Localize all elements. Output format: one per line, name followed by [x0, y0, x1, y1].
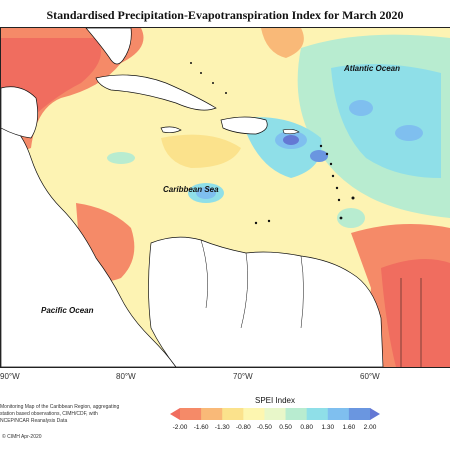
island-marker: [200, 72, 202, 74]
wet-spot-puerto-rico-core: [283, 135, 299, 145]
island-marker: [337, 198, 341, 202]
spei-legend: SPEI Index -2.00 -1.60 -1.30 -0.80 -0.50 0.50…: [170, 396, 380, 436]
island-marker: [319, 144, 323, 148]
wet-spot-atlantic-center: [349, 100, 373, 116]
wet-spot-lesser-antilles: [337, 208, 365, 228]
island-marker: [331, 174, 335, 178]
land-cuba: [95, 74, 217, 111]
wet-spot-caribbean-sea-core: [196, 187, 216, 199]
dry-region-guianas-core: [381, 259, 450, 367]
land-central-america: [1, 117, 177, 367]
legend-swatch: [222, 408, 244, 420]
wet-spot-western-caribbean: [107, 152, 135, 164]
longitude-label: 80°W: [116, 372, 136, 381]
legend-tick-label: 0.50: [279, 424, 292, 431]
land-florida: [85, 28, 132, 65]
dry-region-central-caribbean: [161, 134, 241, 168]
legend-tick-label: 2.00: [363, 424, 377, 431]
legend-title: SPEI Index: [254, 396, 296, 405]
legend-swatch: [264, 408, 287, 420]
spei-map-canvas: [1, 28, 450, 367]
land-puerto-rico: [282, 129, 300, 135]
island-marker: [212, 82, 214, 84]
wet-spot-atlantic-east: [395, 125, 423, 141]
country-border: [200, 239, 208, 309]
legend-tick-label: 0.80: [300, 424, 313, 431]
longitude-label: 70°W: [233, 372, 253, 381]
legend-tick-label: -1.60: [193, 424, 209, 431]
dry-region-atlantic-north: [261, 28, 304, 58]
legend-swatch: [180, 408, 202, 420]
legend-swatch: [170, 408, 180, 420]
legend-swatch: [370, 408, 380, 420]
island-marker: [339, 216, 343, 220]
wet-region-atlantic-core: [331, 64, 441, 178]
longitude-label: 90°W: [0, 372, 20, 381]
country-border: [240, 252, 248, 329]
legend-swatch: [327, 408, 350, 420]
island-marker: [351, 196, 355, 200]
caribbean-sea-label: Caribbean Sea: [163, 185, 219, 194]
island-marker: [329, 162, 333, 166]
legend-tick-label: 1.30: [321, 424, 335, 431]
land-yucatan: [1, 86, 38, 139]
legend-colorbar: [170, 408, 380, 420]
legend-swatch: [201, 408, 223, 420]
land-jamaica: [160, 126, 182, 134]
atlantic-ocean-label: Atlantic Ocean: [344, 64, 401, 73]
wet-spot-leeward: [310, 150, 328, 162]
country-border: [300, 255, 304, 329]
legend-tick-label: -1.30: [214, 424, 230, 431]
legend-tick-label: -0.50: [257, 424, 272, 431]
land-hispaniola: [220, 116, 268, 135]
legend-tick-label: 1.60: [342, 424, 356, 431]
legend-swatch: [243, 408, 265, 420]
island-marker: [225, 92, 227, 94]
legend-tick-label: -2.00: [172, 424, 188, 431]
pacific-ocean-label: Pacific Ocean: [41, 306, 94, 315]
island-marker: [325, 152, 329, 156]
footer-note: Monitoring Map of the Caribbean Region, …: [0, 404, 120, 424]
island-marker: [335, 186, 339, 190]
footer-credit: © CIMH Apr-2020: [2, 434, 42, 440]
legend-swatch: [285, 408, 308, 420]
legend-swatch: [348, 408, 371, 420]
spei-map: Atlantic Ocean Caribbean Sea Pacific Oce…: [0, 27, 450, 368]
longitude-label: 60°W: [360, 372, 380, 381]
map-title: Standardised Precipitation-Evapotranspir…: [46, 8, 404, 22]
legend-swatch: [306, 408, 329, 420]
island-marker: [254, 221, 258, 225]
legend-tick-label: -0.80: [235, 424, 251, 431]
island-marker: [267, 219, 271, 223]
island-marker: [190, 62, 192, 64]
